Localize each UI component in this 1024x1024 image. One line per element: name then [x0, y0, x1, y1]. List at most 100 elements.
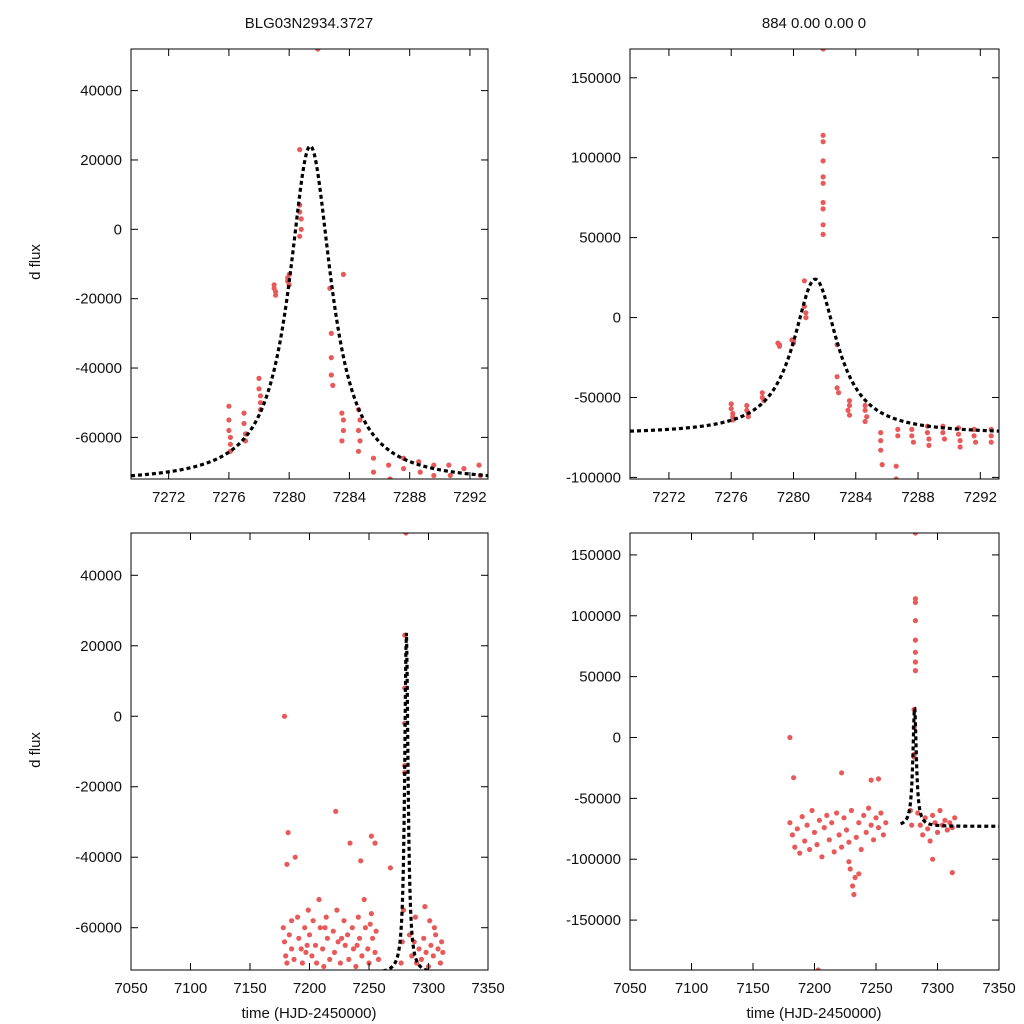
data-points [280, 533, 446, 970]
data-point [926, 442, 932, 448]
data-point [862, 407, 868, 413]
data-point [809, 807, 815, 814]
data-point [431, 462, 437, 468]
data-point [868, 777, 874, 783]
model-curve [379, 632, 434, 970]
data-point [433, 932, 439, 938]
data-point [862, 402, 868, 409]
data-point [836, 832, 842, 838]
x-tick-label: 7276 [212, 489, 245, 506]
data-point [791, 775, 797, 781]
y-tick-label: 40000 [80, 567, 122, 584]
data-point [328, 372, 334, 378]
data-point [340, 427, 346, 434]
data-point [942, 817, 948, 823]
y-tick-label: 0 [613, 730, 621, 747]
data-point [820, 158, 826, 164]
data-point [323, 914, 329, 920]
data-point [370, 469, 377, 475]
y-tick-label: -20000 [75, 291, 122, 308]
data-point [912, 599, 919, 606]
data-point [310, 918, 316, 924]
data-point [355, 448, 362, 454]
data-point [820, 49, 826, 52]
data-point [815, 967, 821, 970]
y-tick-label: -100000 [566, 469, 621, 486]
data-point [801, 278, 808, 284]
x-tick-label: 7200 [798, 980, 831, 997]
data-point [334, 907, 340, 913]
data-point [446, 462, 452, 468]
data-point [355, 427, 362, 434]
data-point [273, 292, 279, 298]
data-point [861, 812, 867, 819]
data-point [893, 476, 899, 479]
data-point [875, 825, 882, 831]
data-point [973, 439, 979, 445]
x-tick-label: 7200 [293, 980, 326, 997]
panel-bottom-right: 7050 7100 7150 7200 7250 7300 7350 150000 100000… [566, 532, 1016, 997]
data-point [439, 939, 445, 945]
data-point [335, 939, 341, 945]
data-point [355, 914, 361, 920]
data-point [422, 904, 428, 910]
data-point [824, 812, 830, 819]
data-point [372, 949, 378, 956]
y-tick-label: -20000 [75, 779, 122, 796]
data-point [820, 231, 826, 237]
data-point [858, 846, 864, 853]
xlabel-right: time (HJD-2450000) [746, 1005, 881, 1022]
data-point [387, 476, 393, 479]
data-point [811, 829, 818, 836]
data-point [820, 222, 826, 228]
data-point [944, 827, 950, 833]
data-point [403, 533, 409, 536]
data-point [925, 826, 931, 832]
y-tick-label: 50000 [579, 230, 621, 247]
data-point [337, 960, 343, 966]
data-point [820, 139, 826, 145]
data-point [284, 861, 290, 867]
data-point [227, 434, 233, 440]
data-point [728, 406, 734, 412]
data-point [917, 822, 923, 828]
x-tick-label: 7300 [921, 980, 954, 997]
data-point [340, 271, 346, 277]
data-point [841, 815, 847, 821]
model-curve [630, 277, 999, 433]
data-point [286, 932, 292, 938]
data-point [819, 854, 825, 860]
data-point [333, 808, 339, 815]
data-point [866, 805, 872, 811]
data-point [930, 856, 936, 862]
data-point [305, 907, 311, 913]
data-point [280, 925, 286, 931]
data-point [862, 418, 868, 425]
data-point [940, 430, 946, 436]
data-point [431, 925, 437, 931]
title-right: 884 0.00 0.00 0 [762, 15, 866, 32]
x-tick-label: 7150 [233, 980, 266, 997]
data-point [346, 956, 352, 963]
data-point [909, 433, 915, 439]
x-tick-label: 7284 [839, 489, 872, 506]
y-tick-label: 20000 [80, 152, 122, 169]
data-points [728, 49, 994, 479]
data-point [401, 466, 407, 472]
data-point [292, 854, 298, 860]
data-point [362, 925, 368, 931]
data-point [909, 822, 915, 828]
data-point [820, 174, 826, 180]
panel-top-right: 7272 7276 7280 7284 7288 7292 150000 100000 5000… [566, 48, 1000, 506]
data-point [880, 832, 887, 838]
data-point [349, 925, 355, 931]
data-point [347, 840, 353, 846]
data-point [340, 417, 346, 423]
data-point [430, 953, 436, 959]
data-point [820, 206, 826, 212]
panel-top-left: 7272 7276 7280 7284 7288 7292 40000 20000 0 -2000… [75, 48, 489, 506]
data-point [924, 430, 931, 436]
data-point [875, 776, 882, 782]
data-point [988, 439, 994, 445]
data-point [440, 949, 446, 956]
